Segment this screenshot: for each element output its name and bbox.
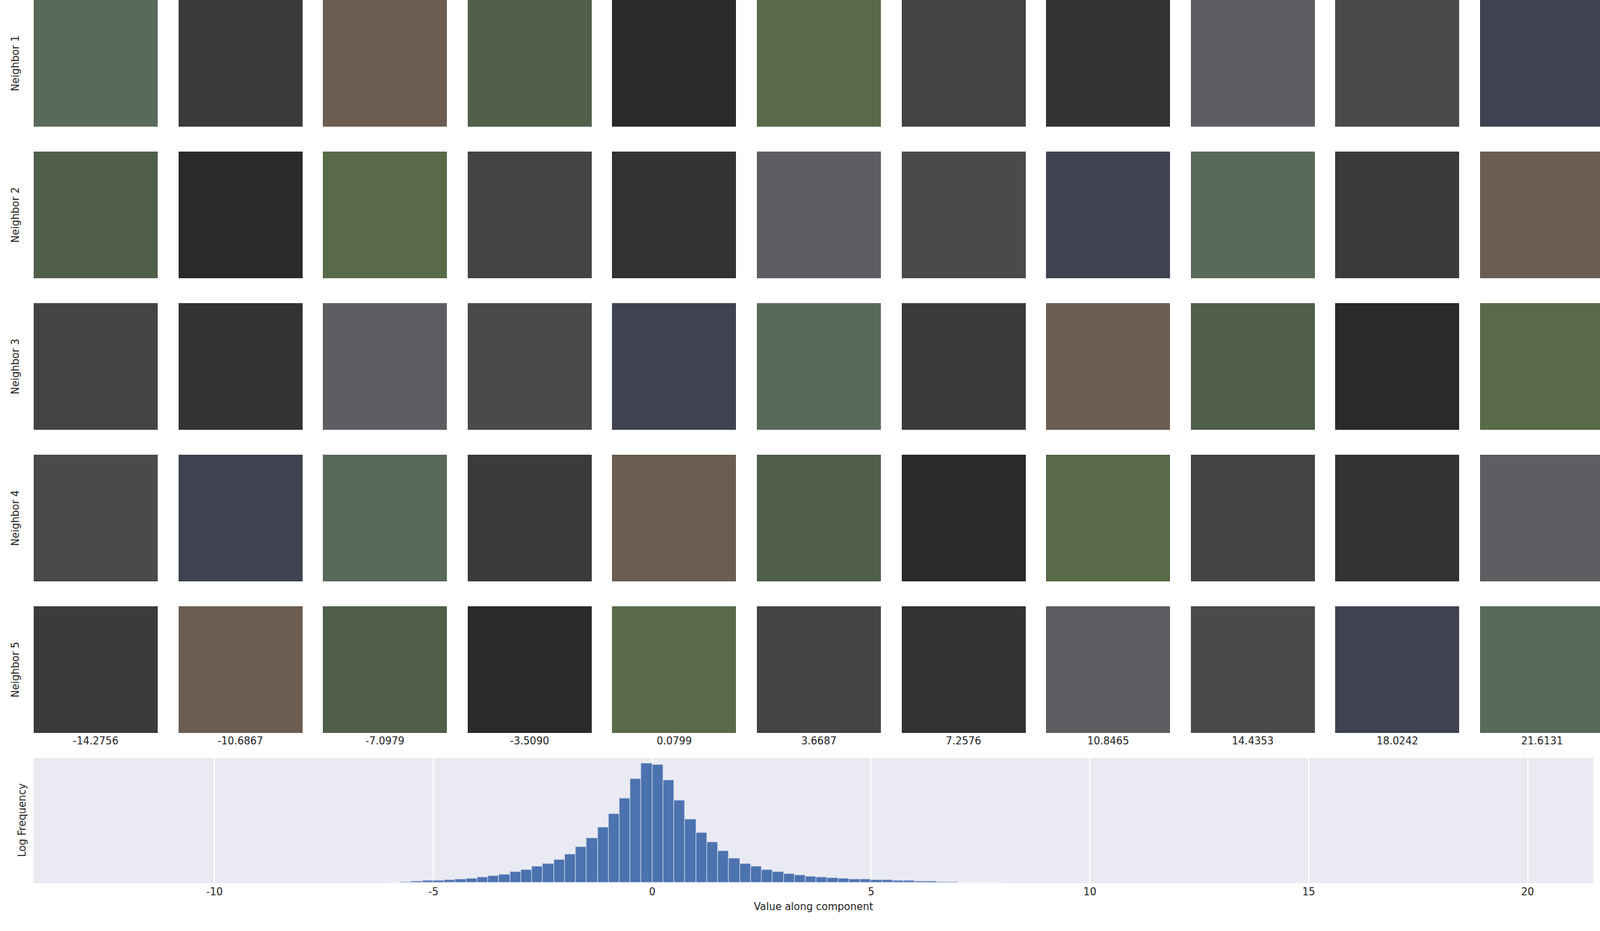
html-text:Neighbor 1: Neighbor 1 <box>9 35 22 92</box>
html-text:-14.2756: -14.2756 <box>72 735 119 748</box>
html-text:7.2576: 7.2576 <box>945 735 982 748</box>
html-text:21.6131: 21.6131 <box>1521 735 1563 748</box>
html-text:-10.6867: -10.6867 <box>217 735 264 748</box>
html-text:Neighbor 5: Neighbor 5 <box>9 642 22 698</box>
svg-text:0: 0 <box>649 886 656 899</box>
svg-text:Value along component: Value along component <box>753 901 873 914</box>
html-text:-3.5090: -3.5090 <box>510 735 550 748</box>
html-text:0.0799: 0.0799 <box>656 735 692 748</box>
html-text:14.4353: 14.4353 <box>1231 735 1274 748</box>
svg-text:-10: -10 <box>206 886 224 899</box>
svg-text:20: 20 <box>1521 886 1534 899</box>
html-text:3.6687: 3.6687 <box>801 735 837 748</box>
svg-text:Log Frequency: Log Frequency <box>16 783 29 858</box>
html-text:18.0242: 18.0242 <box>1376 735 1419 748</box>
html-text:10.8465: 10.8465 <box>1087 735 1130 748</box>
html-text:-7.0979: -7.0979 <box>365 735 405 748</box>
svg-text:-5: -5 <box>427 886 439 899</box>
svg-text:15: 15 <box>1302 886 1315 899</box>
svg-text:5: 5 <box>868 886 875 899</box>
html-text:Neighbor 4: Neighbor 4 <box>9 490 22 547</box>
html-text:Neighbor 3: Neighbor 3 <box>9 338 22 395</box>
svg-text:10: 10 <box>1083 886 1097 899</box>
html-text:Neighbor 2: Neighbor 2 <box>9 187 22 243</box>
